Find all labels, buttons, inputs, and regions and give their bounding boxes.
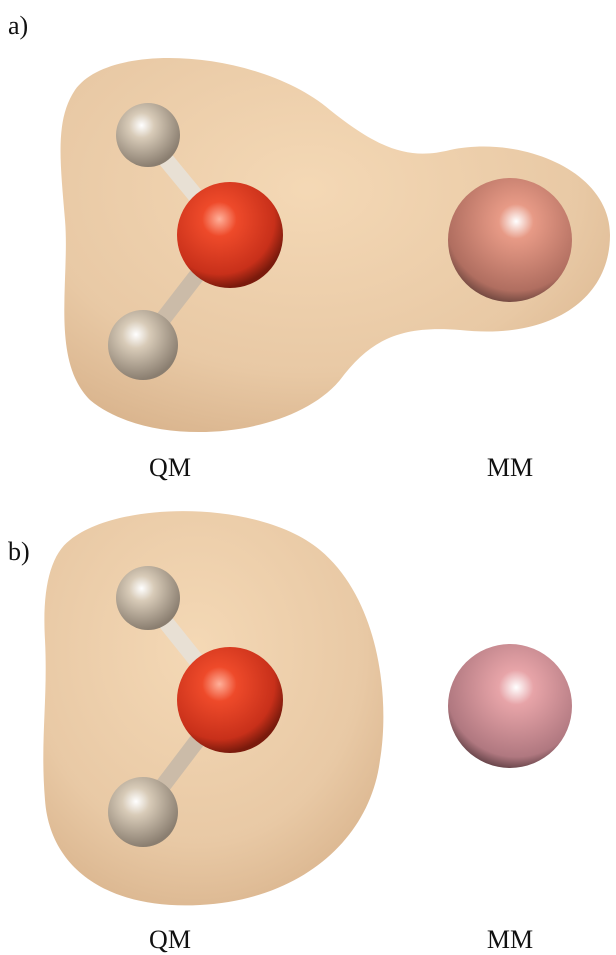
hydrogen xyxy=(116,566,180,630)
qm-label: QM xyxy=(149,453,191,482)
mm-atom xyxy=(448,644,572,768)
panel-b: b) QM MM xyxy=(8,511,572,954)
panel-label: b) xyxy=(8,537,30,566)
mm-label: MM xyxy=(487,925,533,954)
hydrogen xyxy=(116,103,180,167)
oxygen xyxy=(177,182,283,288)
mm-label: MM xyxy=(487,453,533,482)
mm-atom xyxy=(448,178,572,302)
panel-label: a) xyxy=(8,11,28,40)
hydrogen xyxy=(108,777,178,847)
qm-label: QM xyxy=(149,925,191,954)
panel-a: a) QM MM xyxy=(8,11,611,482)
hydrogen xyxy=(108,310,178,380)
density-surface xyxy=(60,57,611,433)
oxygen xyxy=(177,647,283,753)
